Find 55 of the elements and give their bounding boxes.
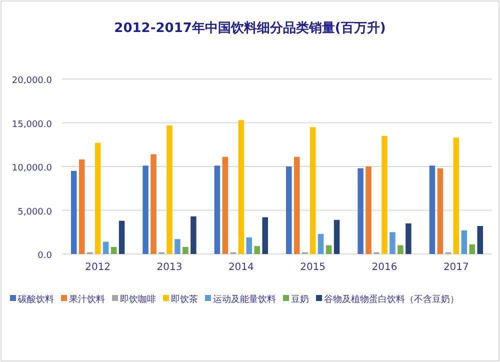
y-tick-label: 15,000.0 (12, 120, 52, 130)
bar (318, 234, 324, 254)
bar (461, 230, 468, 254)
legend-label: 果汁饮料 (69, 294, 105, 305)
bar (406, 223, 412, 254)
bar (190, 216, 196, 254)
bar (453, 138, 460, 254)
bar (429, 166, 436, 254)
y-tick-label: 0.0 (38, 251, 52, 261)
legend-label: 碳酸饮料 (17, 294, 54, 305)
bar (262, 217, 268, 254)
bar (71, 170, 77, 254)
bar (334, 220, 340, 254)
bar (222, 156, 228, 254)
y-tick-label: 10,000.0 (12, 164, 52, 174)
bar (254, 246, 260, 254)
bar (310, 127, 316, 254)
bar (102, 242, 109, 254)
bar (94, 142, 101, 254)
x-tick-label: 2013 (156, 262, 182, 273)
bar (150, 154, 156, 254)
bar (286, 166, 292, 254)
chart-title: 2012-2017年中国饮料细分品类销量(百万升) (114, 20, 386, 36)
legend-label: 即饮茶 (171, 294, 198, 305)
y-tick-label: 20,000.0 (12, 76, 52, 86)
x-tick-label: 2012 (85, 262, 111, 273)
bar (437, 168, 444, 254)
x-tick-label: 2014 (228, 262, 254, 273)
x-tick-label: 2015 (300, 262, 326, 273)
bar (390, 232, 396, 254)
bar (398, 245, 404, 254)
bar (469, 244, 476, 254)
x-tick-label: 2017 (443, 262, 469, 273)
bar (182, 247, 188, 254)
bar (366, 166, 372, 254)
bar (166, 125, 172, 254)
legend-label: 豆奶 (291, 294, 309, 305)
bar (214, 166, 220, 254)
bar (110, 247, 117, 254)
bar (174, 239, 180, 254)
bar (477, 226, 483, 254)
bar (246, 237, 252, 254)
legend-label: 即饮咖啡 (120, 294, 156, 305)
legend-label: 谷物及植物蛋白饮料（不含豆奶） (324, 294, 459, 305)
legend-label: 运动及能量饮料 (213, 294, 276, 305)
bar (326, 245, 332, 254)
bar (118, 220, 125, 254)
x-tick-label: 2016 (372, 262, 398, 273)
bar (238, 120, 244, 254)
bar (78, 160, 85, 254)
bar (358, 168, 364, 254)
y-tick-label: 5,000.0 (18, 207, 52, 218)
bar (294, 156, 300, 254)
bar (142, 166, 148, 254)
bar (382, 136, 388, 254)
